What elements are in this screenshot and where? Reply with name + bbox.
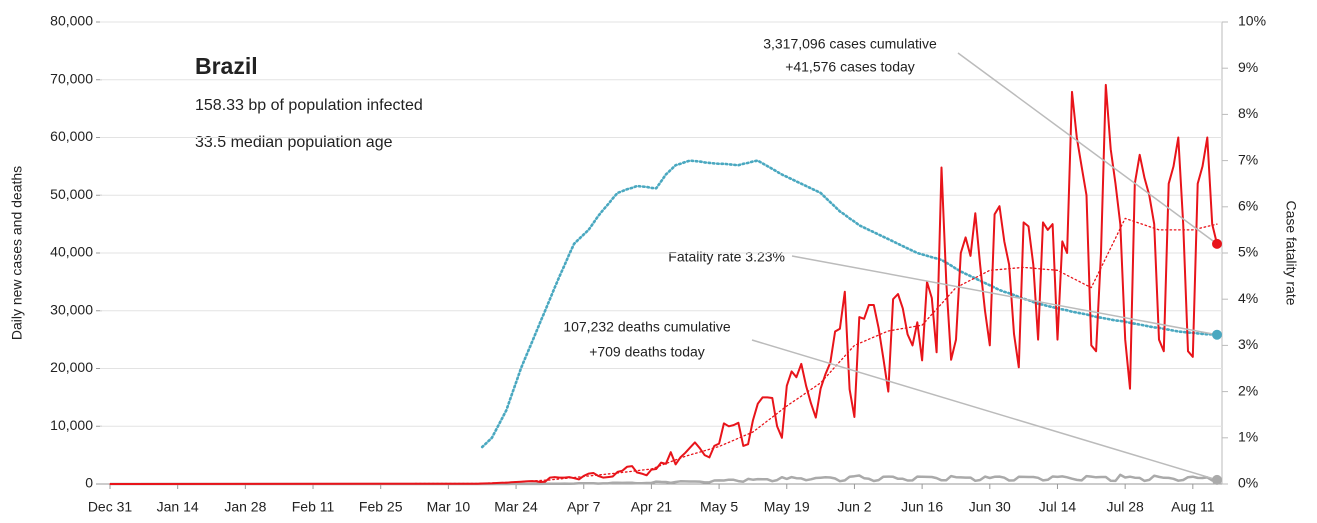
x-tick-label: Feb 11	[292, 499, 335, 515]
callout: 107,232 deaths cumulative	[563, 319, 731, 335]
callout: 3,317,096 cases cumulative	[763, 36, 937, 52]
series-line	[480, 159, 1219, 449]
x-tick-label: Aug 11	[1171, 499, 1215, 515]
y-axis-title: Daily new cases and deaths	[9, 166, 25, 340]
x-tick-label: Mar 10	[427, 499, 471, 515]
callout: +709 deaths today	[589, 344, 705, 360]
y2-tick-label: 3%	[1238, 336, 1258, 352]
y-tick-label: 50,000	[50, 186, 93, 202]
x-tick-label: Jun 2	[837, 499, 871, 515]
x-tick-label: Jan 14	[157, 499, 199, 515]
y-tick-label: 70,000	[50, 70, 93, 86]
x-tick-label: Dec 31	[88, 499, 133, 515]
callout: +41,576 cases today	[785, 59, 915, 75]
callout-leader	[791, 255, 1218, 336]
y-tick-label: 60,000	[50, 128, 93, 144]
x-tick-label: Apr 7	[567, 499, 601, 515]
series-line	[109, 83, 1218, 485]
callout-leader	[751, 339, 1218, 481]
y-tick-label: 0	[85, 475, 93, 491]
x-tick-label: Feb 25	[359, 499, 403, 515]
end-marker	[1212, 474, 1222, 485]
chart-title: Brazil	[195, 53, 258, 79]
x-tick-label: Jul 28	[1106, 499, 1144, 515]
x-tick-label: Mar 24	[494, 499, 538, 515]
x-tick-label: Jul 14	[1039, 499, 1077, 515]
y2-tick-label: 6%	[1238, 198, 1258, 214]
x-tick-label: Jan 28	[224, 499, 266, 515]
y-tick-label: 30,000	[50, 301, 93, 317]
end-marker	[1212, 238, 1222, 249]
series-line	[110, 473, 1218, 486]
x-tick-label: Apr 21	[631, 499, 672, 515]
y2-axis-title: Case fatality rate	[1283, 200, 1299, 305]
y-tick-label: 80,000	[50, 13, 93, 29]
y2-tick-label: 9%	[1238, 59, 1258, 75]
callout-leader	[957, 52, 1218, 245]
x-tick-label: May 19	[764, 499, 810, 515]
x-tick-label: Jun 16	[901, 499, 943, 515]
y2-tick-label: 2%	[1238, 382, 1258, 398]
callout: Fatality rate 3.23%	[668, 249, 785, 265]
y2-tick-label: 4%	[1238, 290, 1258, 306]
subtitle: 33.5 median population age	[195, 134, 393, 151]
y-tick-label: 40,000	[50, 244, 93, 260]
y2-tick-label: 8%	[1238, 105, 1258, 121]
y2-tick-label: 10%	[1238, 13, 1266, 29]
y2-tick-label: 1%	[1238, 429, 1258, 445]
x-tick-label: Jun 30	[969, 499, 1011, 515]
y2-tick-label: 0%	[1238, 475, 1258, 491]
y-tick-label: 10,000	[50, 417, 93, 433]
y2-tick-label: 5%	[1238, 244, 1258, 260]
x-tick-label: May 5	[700, 499, 738, 515]
y-tick-label: 20,000	[50, 359, 93, 375]
y2-tick-label: 7%	[1238, 151, 1258, 167]
end-marker	[1212, 329, 1222, 340]
subtitle: 158.33 bp of population infected	[195, 97, 423, 114]
